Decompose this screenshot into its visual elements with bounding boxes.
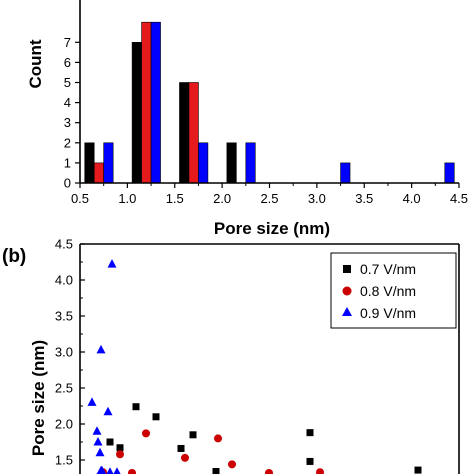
y-tick-label: 6 <box>64 55 71 70</box>
y-tick-label: 3.0 <box>55 345 73 360</box>
bar-0.9Vnm-3.3 <box>340 162 351 184</box>
x-tick-label: 1.5 <box>166 191 184 206</box>
y-tick-label: 0 <box>64 176 71 191</box>
y-tick-label: 3 <box>64 115 71 130</box>
x-tick-label: 3.0 <box>308 191 326 206</box>
point-0.8Vnm-8 <box>265 468 273 474</box>
legend: 0.7 V/nm 0.8 V/nm 0.9 V/nm <box>330 252 457 329</box>
point-0.7Vnm-6 <box>189 431 197 439</box>
x-tick-label: 0.5 <box>71 191 89 206</box>
point-0.7Vnm-5 <box>177 444 185 452</box>
panel-b-y-axis-label: Pore size (nm) <box>29 340 48 456</box>
point-0.8Vnm-4 <box>142 429 150 438</box>
point-0.9Vnm-7 <box>103 406 113 416</box>
panel-b-y-ticks: 1.5 2.0 2.5 3.0 3.5 4.0 4.5 <box>55 237 85 468</box>
bar-0.8Vnm-0.7 <box>93 162 104 184</box>
bar-0.9Vnm-1.3 <box>150 21 161 184</box>
panel-a-y-axis-label: Count <box>26 39 45 88</box>
panel-a-x-ticks: 0.5 1.0 1.5 2.0 2.5 3.0 3.5 4.0 4.5 <box>71 183 468 206</box>
legend-label-0.8: 0.8 V/nm <box>360 283 416 299</box>
point-0.8Vnm-7 <box>228 460 236 469</box>
point-0.9Vnm-10 <box>106 467 114 474</box>
point-0.7Vnm-4 <box>152 413 160 421</box>
x-tick-label: 2.5 <box>260 191 278 206</box>
y-tick-label: 4.5 <box>55 237 73 252</box>
x-tick-label: 4.0 <box>403 191 421 206</box>
legend-label-0.7: 0.7 V/nm <box>360 261 416 277</box>
point-0.9Vnm-4 <box>95 447 105 457</box>
point-0.7Vnm-3 <box>132 403 140 411</box>
panel-a-histogram: 0.5 1.0 1.5 2.0 2.5 3.0 3.5 4.0 4.5 0 1 2 3 4 5 6 7 Por… <box>26 0 468 238</box>
bar-0.7Vnm-1.1 <box>131 41 142 184</box>
legend-box <box>330 252 457 329</box>
y-tick-label: 2.0 <box>55 417 73 432</box>
scatter-points <box>87 259 422 474</box>
point-0.8Vnm-6 <box>214 434 222 443</box>
legend-marker-0.9 <box>342 307 352 316</box>
point-0.7Vnm-1 <box>106 438 114 446</box>
bar-0.8Vnm-1.7 <box>188 82 199 184</box>
y-tick-label: 3.5 <box>55 309 73 324</box>
point-0.9Vnm-2 <box>92 426 102 435</box>
bar-0.7Vnm-1.6 <box>179 82 190 184</box>
bar-0.9Vnm-4.4 <box>444 162 455 184</box>
panel-b-label: (b) <box>2 246 26 267</box>
panel-b-scatter: (b) 1.5 2.0 2.5 3.0 3.5 4.0 4.5 Pore size (nm)… <box>2 237 460 474</box>
x-tick-label: 2.0 <box>213 191 231 206</box>
point-0.8Vnm-2 <box>116 450 124 459</box>
y-tick-label: 2.5 <box>55 381 73 396</box>
point-0.9Vnm-8 <box>107 259 117 268</box>
point-0.9Vnm-1 <box>87 397 97 406</box>
legend-marker-0.8 <box>342 286 352 296</box>
bar-0.9Vnm-1.8 <box>198 142 209 184</box>
bar-0.9Vnm-0.8 <box>103 142 114 184</box>
y-tick-label: 4.0 <box>55 273 73 288</box>
y-tick-label: 1 <box>64 155 71 170</box>
bar-0.7Vnm-0.6 <box>84 142 95 184</box>
x-tick-label: 3.5 <box>355 191 373 206</box>
histogram-bars <box>84 21 455 184</box>
y-tick-label: 5 <box>64 75 71 90</box>
y-tick-label: 7 <box>64 35 71 50</box>
panel-a-x-axis-label: Pore size (nm) <box>214 219 330 238</box>
legend-marker-0.7 <box>343 265 351 273</box>
point-0.7Vnm-7 <box>212 468 220 474</box>
point-0.7Vnm-10 <box>414 466 422 474</box>
bar-0.8Vnm-1.2 <box>141 21 152 184</box>
point-0.9Vnm-3 <box>93 437 103 446</box>
x-tick-label: 4.5 <box>450 191 468 206</box>
legend-label-0.9: 0.9 V/nm <box>360 305 416 321</box>
point-0.7Vnm-8 <box>306 429 314 437</box>
point-0.9Vnm-6 <box>96 344 106 354</box>
point-0.7Vnm-2 <box>116 444 124 452</box>
point-0.9Vnm-11 <box>113 467 121 474</box>
point-0.9Vnm-9 <box>97 465 107 474</box>
y-tick-label: 2 <box>64 135 71 150</box>
point-0.8Vnm-9 <box>316 468 324 474</box>
y-tick-label: 4 <box>64 95 71 110</box>
point-0.8Vnm-5 <box>181 453 189 462</box>
bar-0.7Vnm-2.1 <box>226 142 237 184</box>
panel-a-y-ticks: 0 1 2 3 4 5 6 7 <box>64 35 80 191</box>
y-tick-label: 1.5 <box>55 453 73 468</box>
point-0.7Vnm-9 <box>306 457 314 465</box>
point-0.8Vnm-3 <box>128 468 136 474</box>
bar-0.9Vnm-2.3 <box>245 142 256 184</box>
x-tick-label: 1.0 <box>118 191 136 206</box>
